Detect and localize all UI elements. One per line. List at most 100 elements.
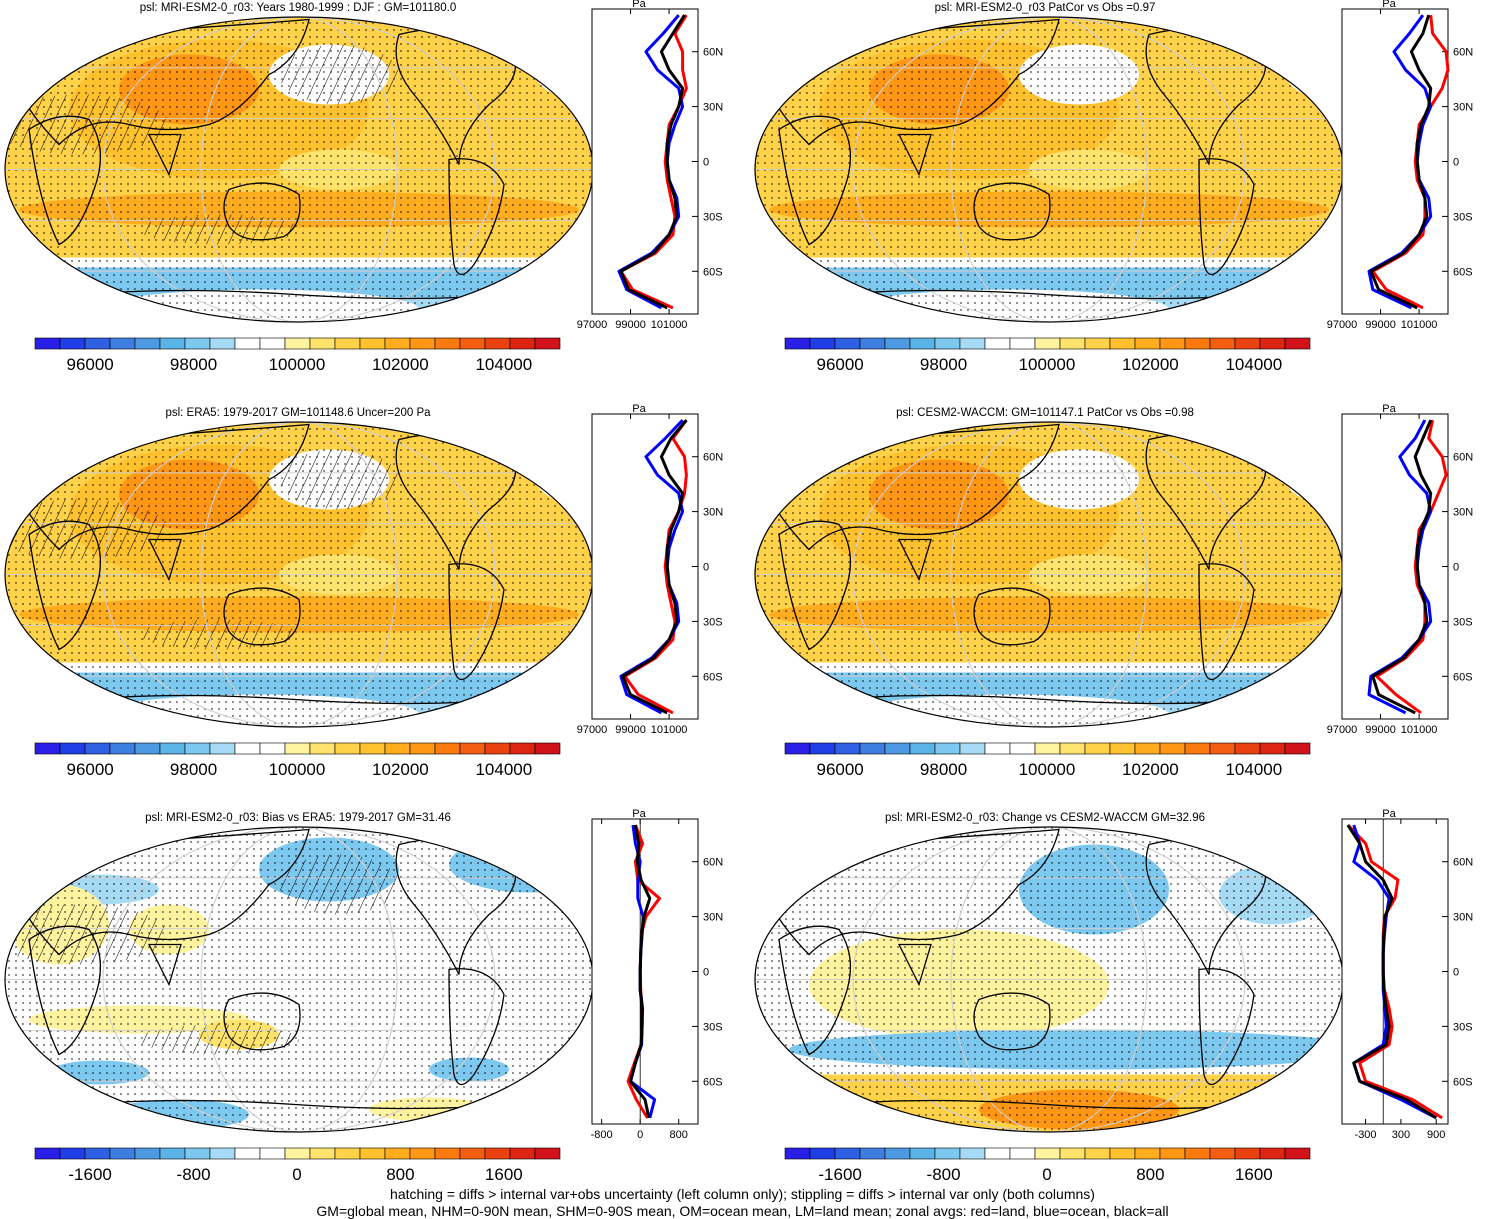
profile-ytick-label: 30N	[1453, 507, 1473, 519]
profile-all-line	[1369, 14, 1433, 310]
colorbar-swatch	[1009, 337, 1036, 350]
hatching-overlay	[5, 499, 169, 560]
colorbar: 96000 98000 100000 102000 104000	[784, 337, 1311, 374]
colorbar-swatch	[459, 1147, 486, 1160]
profile-all-line	[629, 824, 652, 1119]
colorbar-swatch	[434, 337, 461, 350]
profile-ytick-label: 30N	[703, 912, 723, 924]
colorbar-swatch	[334, 337, 361, 350]
colorbar-swatch	[459, 742, 486, 755]
colorbar-swatch	[359, 742, 386, 755]
colorbar-swatch	[1009, 1147, 1036, 1160]
panel-title: psl: ERA5: 1979-2017 GM=101148.6 Uncer=2…	[165, 407, 431, 419]
hatching-overlay	[5, 94, 169, 155]
colorbar-swatch	[34, 1147, 61, 1160]
colorbar-swatch	[1159, 742, 1186, 755]
profile-ytick-label: 30S	[703, 616, 723, 628]
colorbar-swatch	[434, 742, 461, 755]
profile-ytick-label: 60N	[703, 47, 723, 59]
colorbar-swatch	[234, 742, 261, 755]
colorbar: 96000 98000 100000 102000 104000	[784, 742, 1311, 779]
panel-title: psl: MRI-ESM2-0_r03: Change vs CESM2-WAC…	[885, 812, 1205, 824]
map-field	[5, 17, 593, 322]
colorbar-swatch	[1109, 742, 1136, 755]
colorbar-swatch	[84, 1147, 111, 1160]
profile-xtick-label: 101000	[651, 724, 688, 736]
colorbar-swatch	[109, 1147, 136, 1160]
zonal-profile: Pa 97000 99000 101000 60N 30N 0 30S 60S	[577, 0, 724, 331]
colorbar-swatch	[134, 1147, 161, 1160]
colorbar-swatch	[234, 1147, 261, 1160]
profile-xtick-label: -300	[1355, 1129, 1377, 1141]
colorbar: 96000 98000 100000 102000 104000	[34, 742, 561, 779]
profile-xtick-label: 97000	[577, 724, 608, 736]
colorbar-swatch	[959, 337, 986, 350]
profile-all-line	[1371, 419, 1433, 715]
panel-title: psl: CESM2-WACCM: GM=101147.1 PatCor vs …	[896, 407, 1194, 419]
colorbar-swatch	[309, 1147, 336, 1160]
colorbar-swatch	[1109, 337, 1136, 350]
colorbar-swatch	[359, 1147, 386, 1160]
profile-ytick-label: 30N	[703, 102, 723, 114]
colorbar-tick-label: 100000	[1019, 355, 1076, 374]
profile-ytick-label: 60S	[703, 266, 723, 278]
colorbar-swatch	[784, 337, 811, 350]
colorbar-swatch	[1284, 337, 1311, 350]
panel-obs: psl: ERA5: 1979-2017 GM=101148.6 Uncer=2…	[4, 403, 723, 779]
colorbar-swatch	[984, 742, 1011, 755]
colorbar-swatch	[784, 742, 811, 755]
colorbar-swatch	[959, 742, 986, 755]
panel-title: psl: MRI-ESM2-0_r03 PatCor vs Obs =0.97	[935, 2, 1156, 14]
profile-ytick-label: 30S	[1453, 1021, 1473, 1033]
colorbar-swatch	[1134, 742, 1161, 755]
colorbar-swatch	[809, 337, 836, 350]
profile-all-line	[621, 419, 688, 715]
colorbar-swatch	[1034, 1147, 1061, 1160]
profile-ytick-label: 0	[703, 562, 709, 574]
colorbar-swatch	[1084, 337, 1111, 350]
colorbar-swatch	[409, 337, 436, 350]
panel-model_patcor: psl: MRI-ESM2-0_r03 PatCor vs Obs =0.97 P…	[754, 0, 1473, 374]
colorbar-swatch	[109, 742, 136, 755]
colorbar-tick-label: 100000	[1019, 760, 1076, 779]
colorbar-tick-label: -1600	[818, 1165, 861, 1184]
colorbar-swatch	[1209, 337, 1236, 350]
colorbar-swatch	[384, 742, 411, 755]
colorbar-swatch	[1034, 337, 1061, 350]
map-field	[755, 422, 1343, 727]
colorbar-tick-label: 96000	[66, 760, 113, 779]
profile-xtick-label: -800	[591, 1129, 613, 1141]
profile-ytick-label: 0	[703, 967, 709, 979]
colorbar-swatch	[184, 742, 211, 755]
colorbar-swatch	[1209, 742, 1236, 755]
colorbar-tick-label: 102000	[372, 760, 429, 779]
colorbar-swatch	[509, 337, 536, 350]
profile-ytick-label: 60S	[1453, 671, 1473, 683]
colorbar-swatch	[884, 1147, 911, 1160]
colorbar-swatch	[509, 742, 536, 755]
panel-title: psl: MRI-ESM2-0_r03: Bias vs ERA5: 1979-…	[145, 812, 451, 824]
profile-xtick-label: 99000	[1365, 724, 1396, 736]
colorbar-swatch	[884, 337, 911, 350]
colorbar: 96000 98000 100000 102000 104000	[34, 337, 561, 374]
profile-frame	[591, 413, 699, 720]
colorbar-tick-label: 96000	[816, 355, 863, 374]
profile-frame	[1341, 8, 1449, 315]
profile-ytick-label: 60S	[703, 671, 723, 683]
colorbar-swatch	[1009, 742, 1036, 755]
colorbar-swatch	[309, 742, 336, 755]
profile-xtick-label: 99000	[615, 724, 646, 736]
colorbar-swatch	[359, 337, 386, 350]
colorbar: -1600 -800 0 800 1600	[34, 1147, 561, 1184]
colorbar-swatch	[809, 742, 836, 755]
colorbar-swatch	[1259, 337, 1286, 350]
colorbar-swatch	[834, 742, 861, 755]
colorbar-swatch	[384, 337, 411, 350]
colorbar-swatch	[1234, 742, 1261, 755]
colorbar-tick-label: 800	[386, 1165, 414, 1184]
colorbar-swatch	[34, 337, 61, 350]
colorbar-swatch	[334, 742, 361, 755]
colorbar-swatch	[159, 1147, 186, 1160]
profile-unit: Pa	[1382, 0, 1396, 10]
